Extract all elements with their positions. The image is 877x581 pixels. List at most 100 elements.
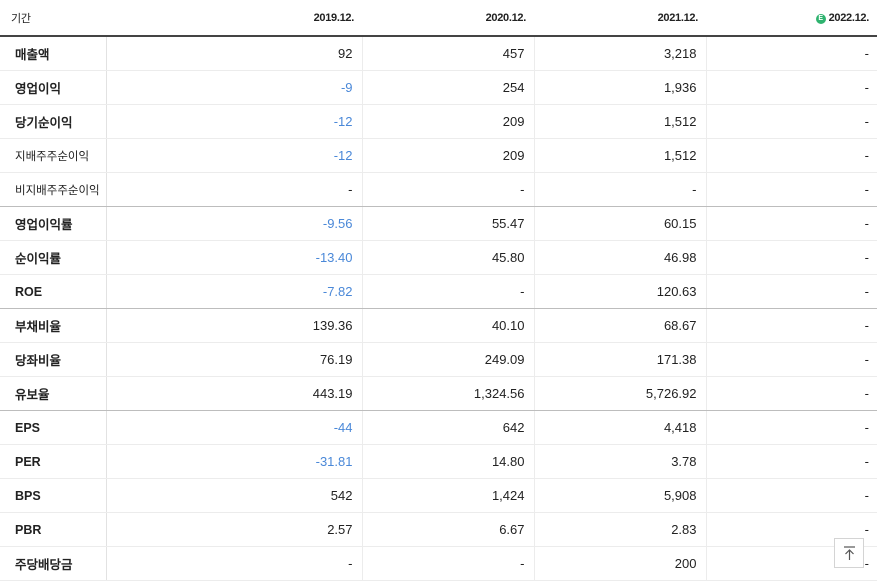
table-cell: -12 (105, 104, 362, 139)
table-row: EPS -44 642 4,418 - (0, 410, 877, 445)
cell-value: - (864, 522, 869, 537)
table-cell: 209 (361, 138, 534, 173)
cell-value: - (520, 284, 525, 299)
table-cell: 1,324.56 (361, 376, 534, 411)
cell-value: 5,726.92 (645, 386, 697, 401)
row-label: 매출액 (0, 36, 107, 71)
table-cell: -31.81 (105, 444, 362, 479)
cell-value: 46.98 (663, 250, 697, 265)
table-cell: 542 (105, 478, 362, 513)
table-row: 지배주주순이익 -12 209 1,512 - (0, 138, 877, 173)
arrow-up-to-top-icon (844, 546, 855, 560)
table-cell: - (361, 172, 534, 207)
table-cell: - (705, 138, 877, 173)
row-label: 지배주주순이익 (0, 138, 107, 173)
table-cell: - (705, 376, 877, 411)
cell-value: - (520, 556, 525, 571)
table-row: 주당배당금 - - 200 - (0, 546, 877, 581)
cell-value: 1,424 (491, 488, 525, 503)
cell-value: 200 (674, 556, 697, 571)
table-cell: - (105, 546, 362, 581)
table-cell: 6.67 (361, 512, 534, 547)
cell-value: 3.78 (671, 454, 697, 469)
cell-value: - (864, 80, 869, 95)
table-row: 유보율 443.19 1,324.56 5,726.92 - (0, 376, 877, 411)
table-cell: 3.78 (533, 444, 706, 479)
table-row: 영업이익 -9 254 1,936 - (0, 70, 877, 105)
cell-value: 120.63 (656, 284, 697, 299)
cell-value: 55.47 (491, 216, 525, 231)
row-label: 당좌비율 (0, 342, 107, 377)
cell-value: 1,512 (663, 114, 697, 129)
cell-value: 6.67 (499, 522, 525, 537)
cell-value: 457 (502, 46, 525, 61)
table-cell: - (705, 70, 877, 105)
table-cell: 14.80 (361, 444, 534, 479)
cell-value: 1,512 (663, 148, 697, 163)
cell-value: 2.57 (327, 522, 353, 537)
estimate-icon: E (815, 13, 826, 24)
cell-value: - (864, 352, 869, 367)
cell-value: -44 (333, 420, 353, 435)
table-cell: - (361, 274, 534, 309)
cell-value: - (864, 488, 869, 503)
cell-value: -12 (333, 114, 353, 129)
table-cell: 5,908 (533, 478, 706, 513)
cell-value: 1,936 (663, 80, 697, 95)
cell-value: - (348, 556, 353, 571)
cell-value: 5,908 (663, 488, 697, 503)
table-cell: - (705, 172, 877, 207)
table-cell: 1,512 (533, 138, 706, 173)
cell-value: - (692, 182, 697, 197)
column-header: 2021.12. (534, 0, 706, 37)
cell-value: 171.38 (656, 352, 697, 367)
row-label: 영업이익 (0, 70, 107, 105)
row-label: 영업이익률 (0, 206, 107, 241)
table-row: PBR 2.57 6.67 2.83 - (0, 512, 877, 547)
cell-value: - (864, 46, 869, 61)
table-cell: 46.98 (533, 240, 706, 275)
cell-value: 14.80 (491, 454, 525, 469)
table-cell: 76.19 (105, 342, 362, 377)
table-row: 당기순이익 -12 209 1,512 - (0, 104, 877, 139)
column-header-estimate: E 2022.12. (706, 0, 877, 37)
scroll-to-top-button[interactable] (834, 538, 864, 568)
cell-value: 1,324.56 (473, 386, 525, 401)
cell-value: - (348, 182, 353, 197)
table-cell: 55.47 (361, 206, 534, 241)
row-label: 당기순이익 (0, 104, 107, 139)
cell-value: 642 (502, 420, 525, 435)
table-cell: - (705, 274, 877, 309)
cell-value: -7.82 (322, 284, 353, 299)
table-cell: 60.15 (533, 206, 706, 241)
table-row: 순이익률 -13.40 45.80 46.98 - (0, 240, 877, 275)
column-header: 2020.12. (362, 0, 534, 37)
table-cell: - (705, 444, 877, 479)
table-cell: 5,726.92 (533, 376, 706, 411)
row-label: 순이익률 (0, 240, 107, 275)
cell-value: 68.67 (663, 318, 697, 333)
table-cell: 2.57 (105, 512, 362, 547)
table-cell: -12 (105, 138, 362, 173)
cell-value: 40.10 (491, 318, 525, 333)
row-label: ROE (0, 274, 107, 309)
row-label: 주당배당금 (0, 546, 107, 581)
cell-value: 45.80 (491, 250, 525, 265)
table-cell: 1,936 (533, 70, 706, 105)
table-row: BPS 542 1,424 5,908 - (0, 478, 877, 513)
table-cell: -9 (105, 70, 362, 105)
table-cell: 45.80 (361, 240, 534, 275)
table-cell: -7.82 (105, 274, 362, 309)
table-cell: 249.09 (361, 342, 534, 377)
table-cell: - (705, 240, 877, 275)
table-cell: 4,418 (533, 410, 706, 445)
table-cell: 1,424 (361, 478, 534, 513)
table-cell: -44 (105, 410, 362, 445)
header-row: 기간 2019.12. 2020.12. 2021.12. E 2022.12. (0, 0, 877, 37)
row-label: 비지배주주순이익 (0, 172, 107, 207)
period-header: 기간 (0, 0, 106, 37)
row-label: PBR (0, 512, 107, 547)
cell-value: 542 (330, 488, 353, 503)
cell-value: - (864, 216, 869, 231)
table-cell: 3,218 (533, 36, 706, 71)
